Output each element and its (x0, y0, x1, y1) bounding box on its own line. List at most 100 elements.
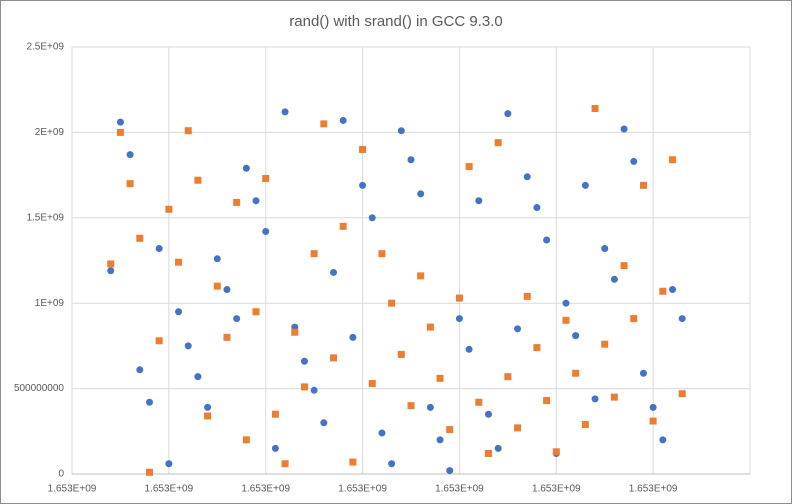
point (204, 403, 212, 411)
point (484, 450, 492, 458)
point (455, 294, 463, 302)
point (610, 393, 618, 401)
point (204, 412, 212, 420)
point (320, 419, 328, 427)
point (591, 395, 599, 403)
point (116, 128, 124, 136)
point (669, 286, 677, 294)
point (388, 299, 396, 307)
x-tick-label: 1.653E+09 (145, 484, 194, 495)
point (145, 468, 153, 476)
point (107, 267, 115, 275)
point (523, 173, 531, 181)
point (659, 287, 667, 295)
point (252, 197, 260, 205)
y-tick-label: 1.5E+09 (26, 212, 64, 223)
point (388, 460, 396, 468)
point (504, 373, 512, 381)
point (514, 325, 522, 333)
point (339, 116, 347, 124)
x-tick-label: 1.653E+09 (338, 484, 387, 495)
point (252, 308, 260, 316)
point (349, 333, 357, 341)
point (436, 374, 444, 382)
point (233, 315, 241, 323)
point (581, 181, 589, 189)
point (426, 323, 434, 331)
point (484, 410, 492, 418)
point (407, 402, 415, 410)
point (591, 104, 599, 112)
point (533, 204, 541, 212)
point (610, 275, 618, 283)
chart-title: rand() with srand() in GCC 9.3.0 (289, 13, 502, 30)
point (630, 315, 638, 323)
point (601, 340, 609, 348)
x-tick-label: 1.653E+09 (435, 484, 484, 495)
point (475, 398, 483, 406)
point (494, 444, 502, 452)
point (194, 373, 202, 381)
point (368, 379, 376, 387)
point (543, 236, 551, 244)
point (417, 272, 425, 280)
point (175, 308, 183, 316)
point (242, 164, 250, 172)
point (572, 332, 580, 340)
x-tick-label: 1.653E+09 (48, 484, 97, 495)
point (639, 181, 647, 189)
point (136, 234, 144, 242)
point (397, 350, 405, 358)
point (359, 181, 367, 189)
point (620, 262, 628, 270)
point (678, 390, 686, 398)
point (184, 127, 192, 135)
point (465, 163, 473, 171)
y-tick-label: 2E+09 (35, 127, 65, 138)
point (669, 156, 677, 164)
point (184, 342, 192, 350)
point (281, 460, 289, 468)
point (562, 299, 570, 307)
point (533, 344, 541, 352)
point (543, 397, 551, 405)
point (300, 357, 308, 365)
point (620, 125, 628, 133)
y-tick-label: 0 (58, 469, 64, 480)
point (271, 410, 279, 418)
point (107, 260, 115, 268)
point (417, 190, 425, 198)
point (378, 429, 386, 437)
point (310, 386, 318, 394)
point (320, 120, 328, 128)
point (359, 145, 367, 153)
point (126, 180, 134, 188)
point (378, 250, 386, 258)
point (649, 417, 657, 425)
point (630, 157, 638, 165)
point (175, 258, 183, 266)
point (639, 369, 647, 377)
y-tick-label: 2.5E+09 (26, 42, 64, 53)
point (514, 424, 522, 432)
point (155, 337, 163, 345)
point (194, 176, 202, 184)
x-tick-label: 1.653E+09 (241, 484, 290, 495)
point (678, 315, 686, 323)
y-tick-label: 500000000 (14, 383, 64, 394)
point (523, 292, 531, 300)
point (300, 383, 308, 391)
point (262, 227, 270, 235)
point (436, 436, 444, 444)
point (310, 250, 318, 258)
point (145, 398, 153, 406)
point (475, 197, 483, 205)
point (330, 354, 338, 362)
point (446, 426, 454, 434)
point (165, 460, 173, 468)
point (223, 286, 231, 294)
point (368, 214, 376, 222)
